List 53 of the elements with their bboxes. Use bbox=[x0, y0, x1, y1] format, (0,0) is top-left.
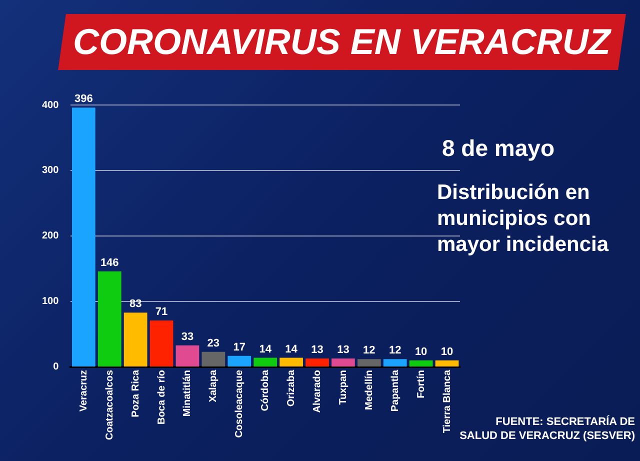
y-tick-label: 400 bbox=[42, 100, 60, 111]
x-tick-label: Boca de río bbox=[156, 370, 168, 424]
bar bbox=[409, 360, 433, 366]
x-tick-label: Poza Rica bbox=[130, 370, 142, 418]
data-label: 10 bbox=[440, 346, 454, 358]
bar bbox=[72, 108, 96, 366]
bar bbox=[124, 312, 148, 366]
data-label: 13 bbox=[337, 344, 350, 356]
x-tick-label: Alvarado bbox=[312, 370, 323, 413]
bar bbox=[228, 356, 252, 366]
bar bbox=[280, 358, 303, 366]
data-label: 14 bbox=[285, 343, 298, 356]
data-label: 10 bbox=[414, 346, 428, 358]
data-label: 23 bbox=[207, 337, 220, 350]
data-label: 12 bbox=[363, 344, 376, 357]
chart-title: CORONAVIRUS EN VERACRUZ bbox=[73, 21, 611, 63]
bar bbox=[306, 358, 329, 366]
bar bbox=[150, 320, 174, 366]
bar bbox=[332, 358, 355, 366]
text: Distribución en municipios con mayor incidencia bbox=[437, 180, 610, 258]
x-tick-label: Coatzacoalcos bbox=[104, 370, 116, 440]
x-tick-label: Cosoleacaque bbox=[234, 370, 246, 438]
x-tick-label: Minatitlán bbox=[182, 370, 194, 417]
data-label: 146 bbox=[100, 256, 119, 269]
y-tick-label: 0 bbox=[53, 362, 60, 373]
x-tick-label: Fortín bbox=[416, 370, 427, 398]
data-label: 71 bbox=[155, 306, 168, 318]
bar bbox=[98, 271, 122, 366]
y-tick-label: 200 bbox=[42, 230, 60, 242]
data-label: 33 bbox=[181, 330, 194, 343]
bar bbox=[202, 352, 226, 366]
bar bbox=[254, 358, 278, 366]
x-tick-label: Veracruz bbox=[78, 370, 90, 412]
data-label: 396 bbox=[74, 93, 93, 106]
bar bbox=[383, 359, 407, 366]
annotation: 8 de mayo bbox=[442, 135, 554, 162]
source-note: FUENTE: SECRETARÍA DE SALUD DE VERACRUZ (SESVER) bbox=[458, 415, 635, 443]
data-label: 13 bbox=[311, 344, 324, 356]
bar bbox=[357, 359, 381, 366]
data-label: 14 bbox=[259, 343, 272, 356]
data-label: 17 bbox=[233, 341, 246, 354]
y-tick-label: 300 bbox=[42, 165, 60, 176]
x-tick-label: Papantla bbox=[390, 370, 401, 412]
x-tick-label: Medellín bbox=[364, 370, 375, 410]
bar bbox=[435, 360, 459, 366]
data-label: 12 bbox=[388, 344, 402, 357]
x-tick-label: Córdoba bbox=[260, 370, 272, 412]
x-tick-label: Xalapa bbox=[208, 370, 220, 402]
y-tick-label: 100 bbox=[42, 296, 60, 308]
x-tick-label: Tuxpan bbox=[338, 370, 349, 405]
bar bbox=[176, 345, 200, 366]
x-tick-label: Tierra Blanca bbox=[442, 370, 453, 434]
x-tick-label: Orizaba bbox=[286, 370, 298, 407]
